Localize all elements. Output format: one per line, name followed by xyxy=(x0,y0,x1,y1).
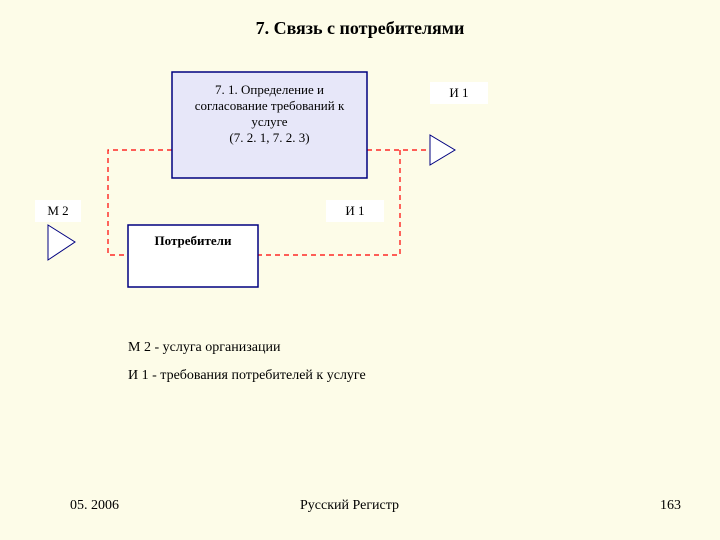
label-i1-top: И 1 xyxy=(430,82,488,104)
box-consumers-text: Потребители xyxy=(155,233,232,248)
footer-date: 05. 2006 xyxy=(70,498,119,514)
label-i1-mid: И 1 xyxy=(326,200,384,222)
legend-item: И 1 - требования потребителей к услуге xyxy=(128,368,366,384)
legend-item-text: - услуга организации xyxy=(151,340,280,355)
box-7-1: 7. 1. Определение исогласование требован… xyxy=(172,72,367,178)
label-m2: М 2 xyxy=(35,200,81,222)
label-m2-text: М 2 xyxy=(47,203,68,218)
label-i1-mid-text: И 1 xyxy=(345,203,364,218)
legend-item-text: - требования потребителей к услуге xyxy=(149,368,366,383)
label-i1-top-text: И 1 xyxy=(449,85,468,100)
legend-item-label: М 2 xyxy=(128,340,151,355)
arrowhead-right xyxy=(430,135,455,165)
legend-item: М 2 - услуга организации xyxy=(128,340,280,356)
footer-page-number: 163 xyxy=(660,498,681,514)
box-consumers: Потребители xyxy=(128,225,258,287)
diagram-svg: 7. 1. Определение исогласование требован… xyxy=(0,0,720,540)
arrowhead-left xyxy=(48,225,75,260)
footer-org: Русский Регистр xyxy=(300,498,399,514)
legend-item-label: И 1 xyxy=(128,368,149,383)
